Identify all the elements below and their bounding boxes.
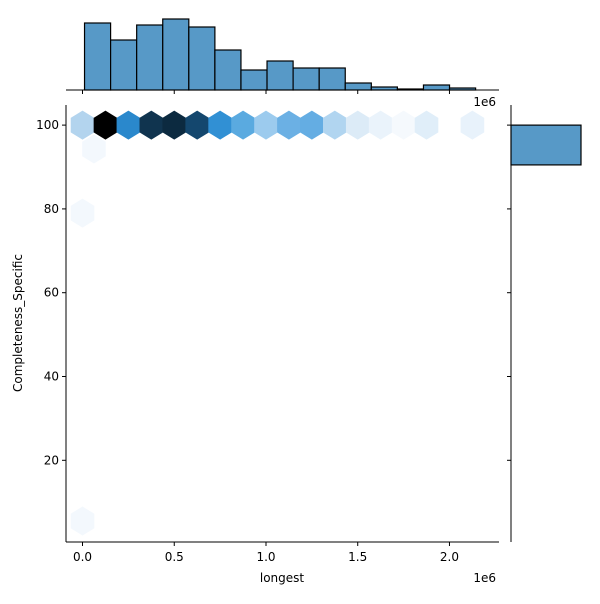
hexbin	[185, 110, 209, 140]
histogram-bar	[188, 26, 216, 91]
histogram-bar	[510, 124, 582, 166]
histogram-bar	[292, 67, 320, 91]
hexbin	[460, 110, 485, 140]
hexbin	[93, 110, 118, 140]
histogram-bar	[318, 67, 346, 91]
hexbin	[70, 506, 95, 536]
x-tick-label: 1.5	[348, 550, 367, 564]
hexbin	[254, 110, 278, 140]
histogram-bar	[266, 60, 294, 91]
y-tick-label: 60	[44, 286, 59, 300]
hexbin	[391, 110, 416, 140]
y-tick-label: 40	[44, 370, 59, 384]
histogram-bar	[214, 49, 242, 91]
hexbin	[139, 110, 164, 140]
x-tick-label: 2.0	[440, 550, 459, 564]
hexbin	[231, 110, 255, 140]
histogram-bar	[110, 39, 138, 91]
hexbin	[368, 110, 393, 140]
hexbin	[162, 110, 187, 140]
x-tick-label: 1.0	[256, 550, 275, 564]
top-marginal-histogram	[66, 18, 499, 94]
x-axis-label: longest	[260, 571, 305, 585]
x-tick-label: 0.5	[165, 550, 184, 564]
hexbin	[277, 110, 301, 140]
hexbin	[322, 110, 347, 140]
histogram-bar	[240, 69, 268, 91]
histogram-bar	[162, 18, 190, 91]
y-tick-label: 20	[44, 453, 59, 467]
hexbin-layer	[70, 110, 485, 536]
axes: 0.0 0.5 1.0 1.5 2.0 20 40 60 80 100	[36, 105, 499, 564]
hexbin	[414, 110, 439, 140]
hexbin	[208, 110, 232, 140]
y-tick-label: 80	[44, 202, 59, 216]
histogram-bar	[422, 84, 451, 91]
hexbin	[70, 110, 95, 140]
x-offset-label: 1e6	[473, 571, 496, 585]
hexbin	[70, 198, 95, 228]
histogram-bar	[344, 82, 372, 91]
histogram-bar	[136, 24, 164, 91]
hexbin	[82, 134, 106, 164]
hexbin	[300, 110, 324, 140]
x-tick-label: 0.0	[73, 550, 92, 564]
y-tick-label: 100	[36, 118, 59, 132]
top-offset-label: 1e6	[473, 95, 496, 109]
hexbin	[345, 110, 370, 140]
y-axis-label: Completeness_Specific	[11, 254, 25, 392]
right-marginal-histogram	[507, 105, 582, 542]
histogram-bar	[83, 22, 112, 91]
hexbin	[116, 110, 141, 140]
